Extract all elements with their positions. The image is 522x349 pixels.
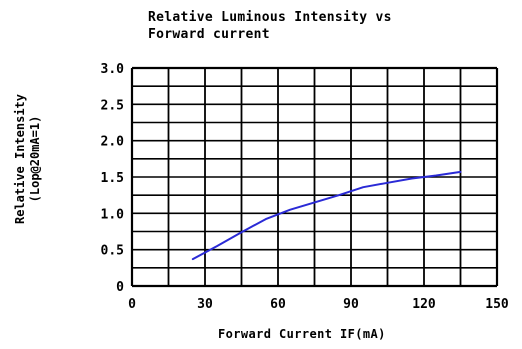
x-tick-label-4: 120: [412, 297, 436, 312]
chart-title-line-2: Forward current: [148, 27, 270, 42]
tick-labels: 0 0.5 1.0 1.5 2.0 2.5 3.0 0 30 60 90 120 150: [101, 62, 509, 312]
x-axis-label: Forward Current IF(mA): [218, 327, 386, 341]
x-tick-label-3: 90: [343, 297, 359, 312]
y-tick-label-4: 2.0: [101, 135, 125, 150]
y-tick-label-3: 1.5: [101, 171, 124, 186]
y-tick-label-6: 3.0: [101, 62, 125, 77]
y-tick-label-2: 1.0: [101, 207, 125, 222]
y-tick-label-1: 0.5: [101, 244, 124, 259]
x-tick-label-1: 30: [197, 297, 213, 312]
chart-title-line-1: Relative Luminous Intensity vs: [148, 10, 392, 25]
x-tick-label-5: 150: [485, 297, 509, 312]
y-tick-label-0: 0: [116, 280, 124, 295]
x-tick-label-0: 0: [128, 297, 136, 312]
y-tick-label-5: 2.5: [101, 98, 124, 113]
x-tick-label-2: 60: [270, 297, 286, 312]
series-layer: [191, 170, 462, 261]
grid: [130, 66, 499, 288]
series-line-0: [191, 170, 462, 261]
